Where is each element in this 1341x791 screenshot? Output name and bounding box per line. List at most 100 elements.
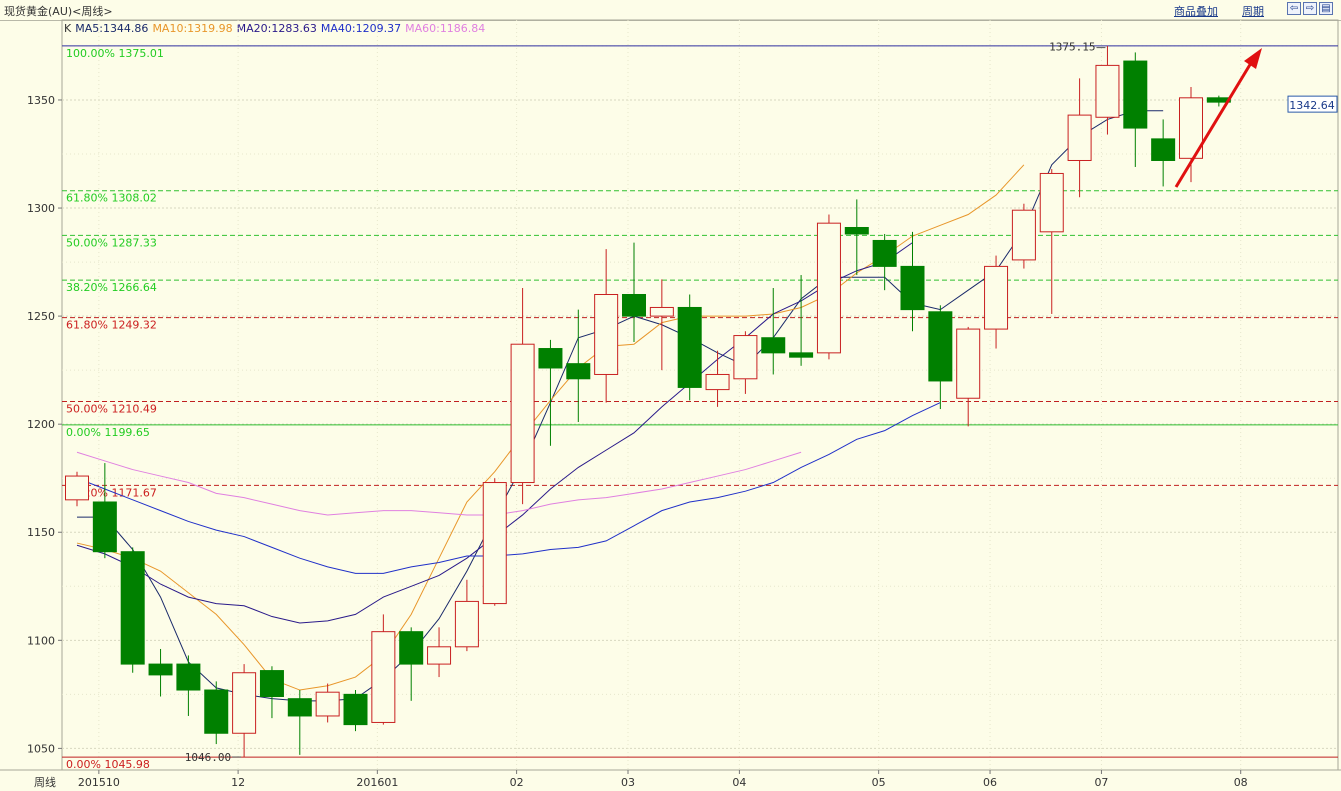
candle-body (259, 670, 284, 698)
candle-body (315, 691, 340, 717)
ma-legend: K MA5:1344.86 MA10:1319.98 MA20:1283.63 MA40… (64, 22, 489, 35)
candle-body (371, 631, 396, 723)
current-price-box (1287, 95, 1338, 113)
ma-line-ma40 (76, 402, 941, 574)
x-corner-label: 周线 (34, 775, 56, 789)
candle-7 (259, 666, 284, 719)
candle-22 (677, 294, 702, 401)
y-tick-label-3: 1200 (27, 418, 55, 431)
overlay-button[interactable]: 商品叠加 (1174, 5, 1218, 18)
y-tick-label-0: 1050 (27, 742, 55, 755)
candle-body (1011, 209, 1036, 261)
x-tick-label-4: 03 (621, 776, 635, 789)
candle-body (148, 663, 173, 676)
trend-arrow-head (1244, 48, 1262, 69)
candle-36 (1067, 78, 1092, 198)
candle-body (510, 343, 535, 484)
candle-28 (844, 199, 869, 276)
candle-32 (956, 326, 981, 427)
top-toolbar: 现货黄金(AU)<周线> 商品叠加 周期 ⇦ ⇨ ▤ (0, 0, 1341, 21)
y-tick-label-6: 1350 (27, 94, 55, 107)
candle-body (482, 482, 507, 605)
candle-body (622, 293, 646, 317)
candle-10 (343, 690, 368, 732)
candle-30 (900, 231, 925, 332)
fib-red-label-3: 0.00% 1045.98 (66, 758, 150, 771)
candle-1 (92, 463, 117, 559)
candle-34 (1011, 203, 1036, 269)
candle-body (761, 337, 786, 354)
x-tick-label-5: 04 (732, 776, 746, 789)
candle-body (176, 663, 201, 691)
trend-arrow-line (1174, 57, 1256, 188)
panel-toggle-icon[interactable]: ▤ (1319, 2, 1333, 15)
candle-17 (538, 339, 563, 446)
x-tick-label-1: 12 (231, 776, 245, 789)
candle-body (65, 475, 89, 501)
high-price-label: 1375.15 (1049, 41, 1095, 54)
candle-25 (761, 288, 786, 375)
candle-body (705, 373, 730, 391)
x-tick-label-9: 08 (1234, 776, 1248, 789)
candle-body (789, 352, 814, 358)
legend-item-2: MA20:1283.63 (236, 22, 317, 35)
candle-33 (984, 255, 1009, 349)
candle-body (984, 265, 1009, 330)
x-tick-label-3: 02 (510, 776, 524, 789)
current-price-label: 1342.64 (1289, 99, 1335, 112)
candle-35 (1039, 169, 1064, 314)
candle-3 (148, 648, 173, 697)
candle-body (399, 631, 424, 665)
candle-0 (65, 471, 89, 507)
candle-body (120, 551, 145, 665)
candle-body (454, 600, 479, 648)
legend-item-3: MA40:1209.37 (320, 22, 402, 35)
fib-red-label-0: 61.80% 1249.32 (66, 319, 157, 332)
fib-green-label-0: 100.00% 1375.01 (66, 47, 164, 60)
x-tick-label-8: 07 (1094, 776, 1108, 789)
candle-body (649, 306, 674, 317)
candle-body (928, 311, 953, 382)
y-tick-label-5: 1300 (27, 202, 55, 215)
candle-body (92, 501, 117, 553)
candle-body (956, 328, 981, 399)
candle-body (677, 306, 702, 388)
candle-14 (454, 579, 479, 652)
candle-23 (705, 350, 730, 407)
candle-body (1095, 64, 1120, 118)
candle-21 (649, 279, 674, 371)
candle-39 (1151, 119, 1176, 187)
candle-body (1067, 114, 1092, 161)
candle-20 (622, 242, 646, 343)
fib-red-label-1: 50.00% 1210.49 (66, 403, 157, 416)
candle-9 (315, 683, 340, 723)
candle-19 (594, 249, 619, 403)
scroll-right-icon[interactable]: ⇨ (1303, 2, 1317, 15)
period-button[interactable]: 周期 (1242, 5, 1264, 18)
legend-item-1: MA10:1319.98 (152, 22, 233, 35)
candle-16 (510, 288, 535, 505)
candle-body (1039, 172, 1064, 233)
x-tick-label-6: 05 (872, 776, 886, 789)
candle-body (816, 222, 841, 354)
candle-24 (733, 331, 758, 394)
candle-6 (232, 664, 257, 758)
x-tick-label-2: 201601 (356, 776, 398, 789)
candle-4 (176, 655, 201, 716)
candle-2 (120, 547, 145, 673)
scroll-left-icon[interactable]: ⇦ (1287, 2, 1301, 15)
candle-body (287, 698, 312, 717)
candle-body (1179, 97, 1203, 159)
candle-8 (287, 690, 312, 755)
fib-green-label-4: 0.00% 1199.65 (66, 426, 150, 439)
candle-body (594, 293, 619, 375)
candle-body (204, 689, 229, 734)
candle-18 (566, 309, 591, 423)
candle-body (343, 693, 368, 726)
ma-line-ma60 (76, 451, 802, 516)
candle-body (538, 348, 563, 369)
fib-green-label-3: 38.20% 1266.64 (66, 281, 157, 294)
y-tick-label-4: 1250 (27, 310, 55, 323)
candle-body (1123, 60, 1148, 129)
